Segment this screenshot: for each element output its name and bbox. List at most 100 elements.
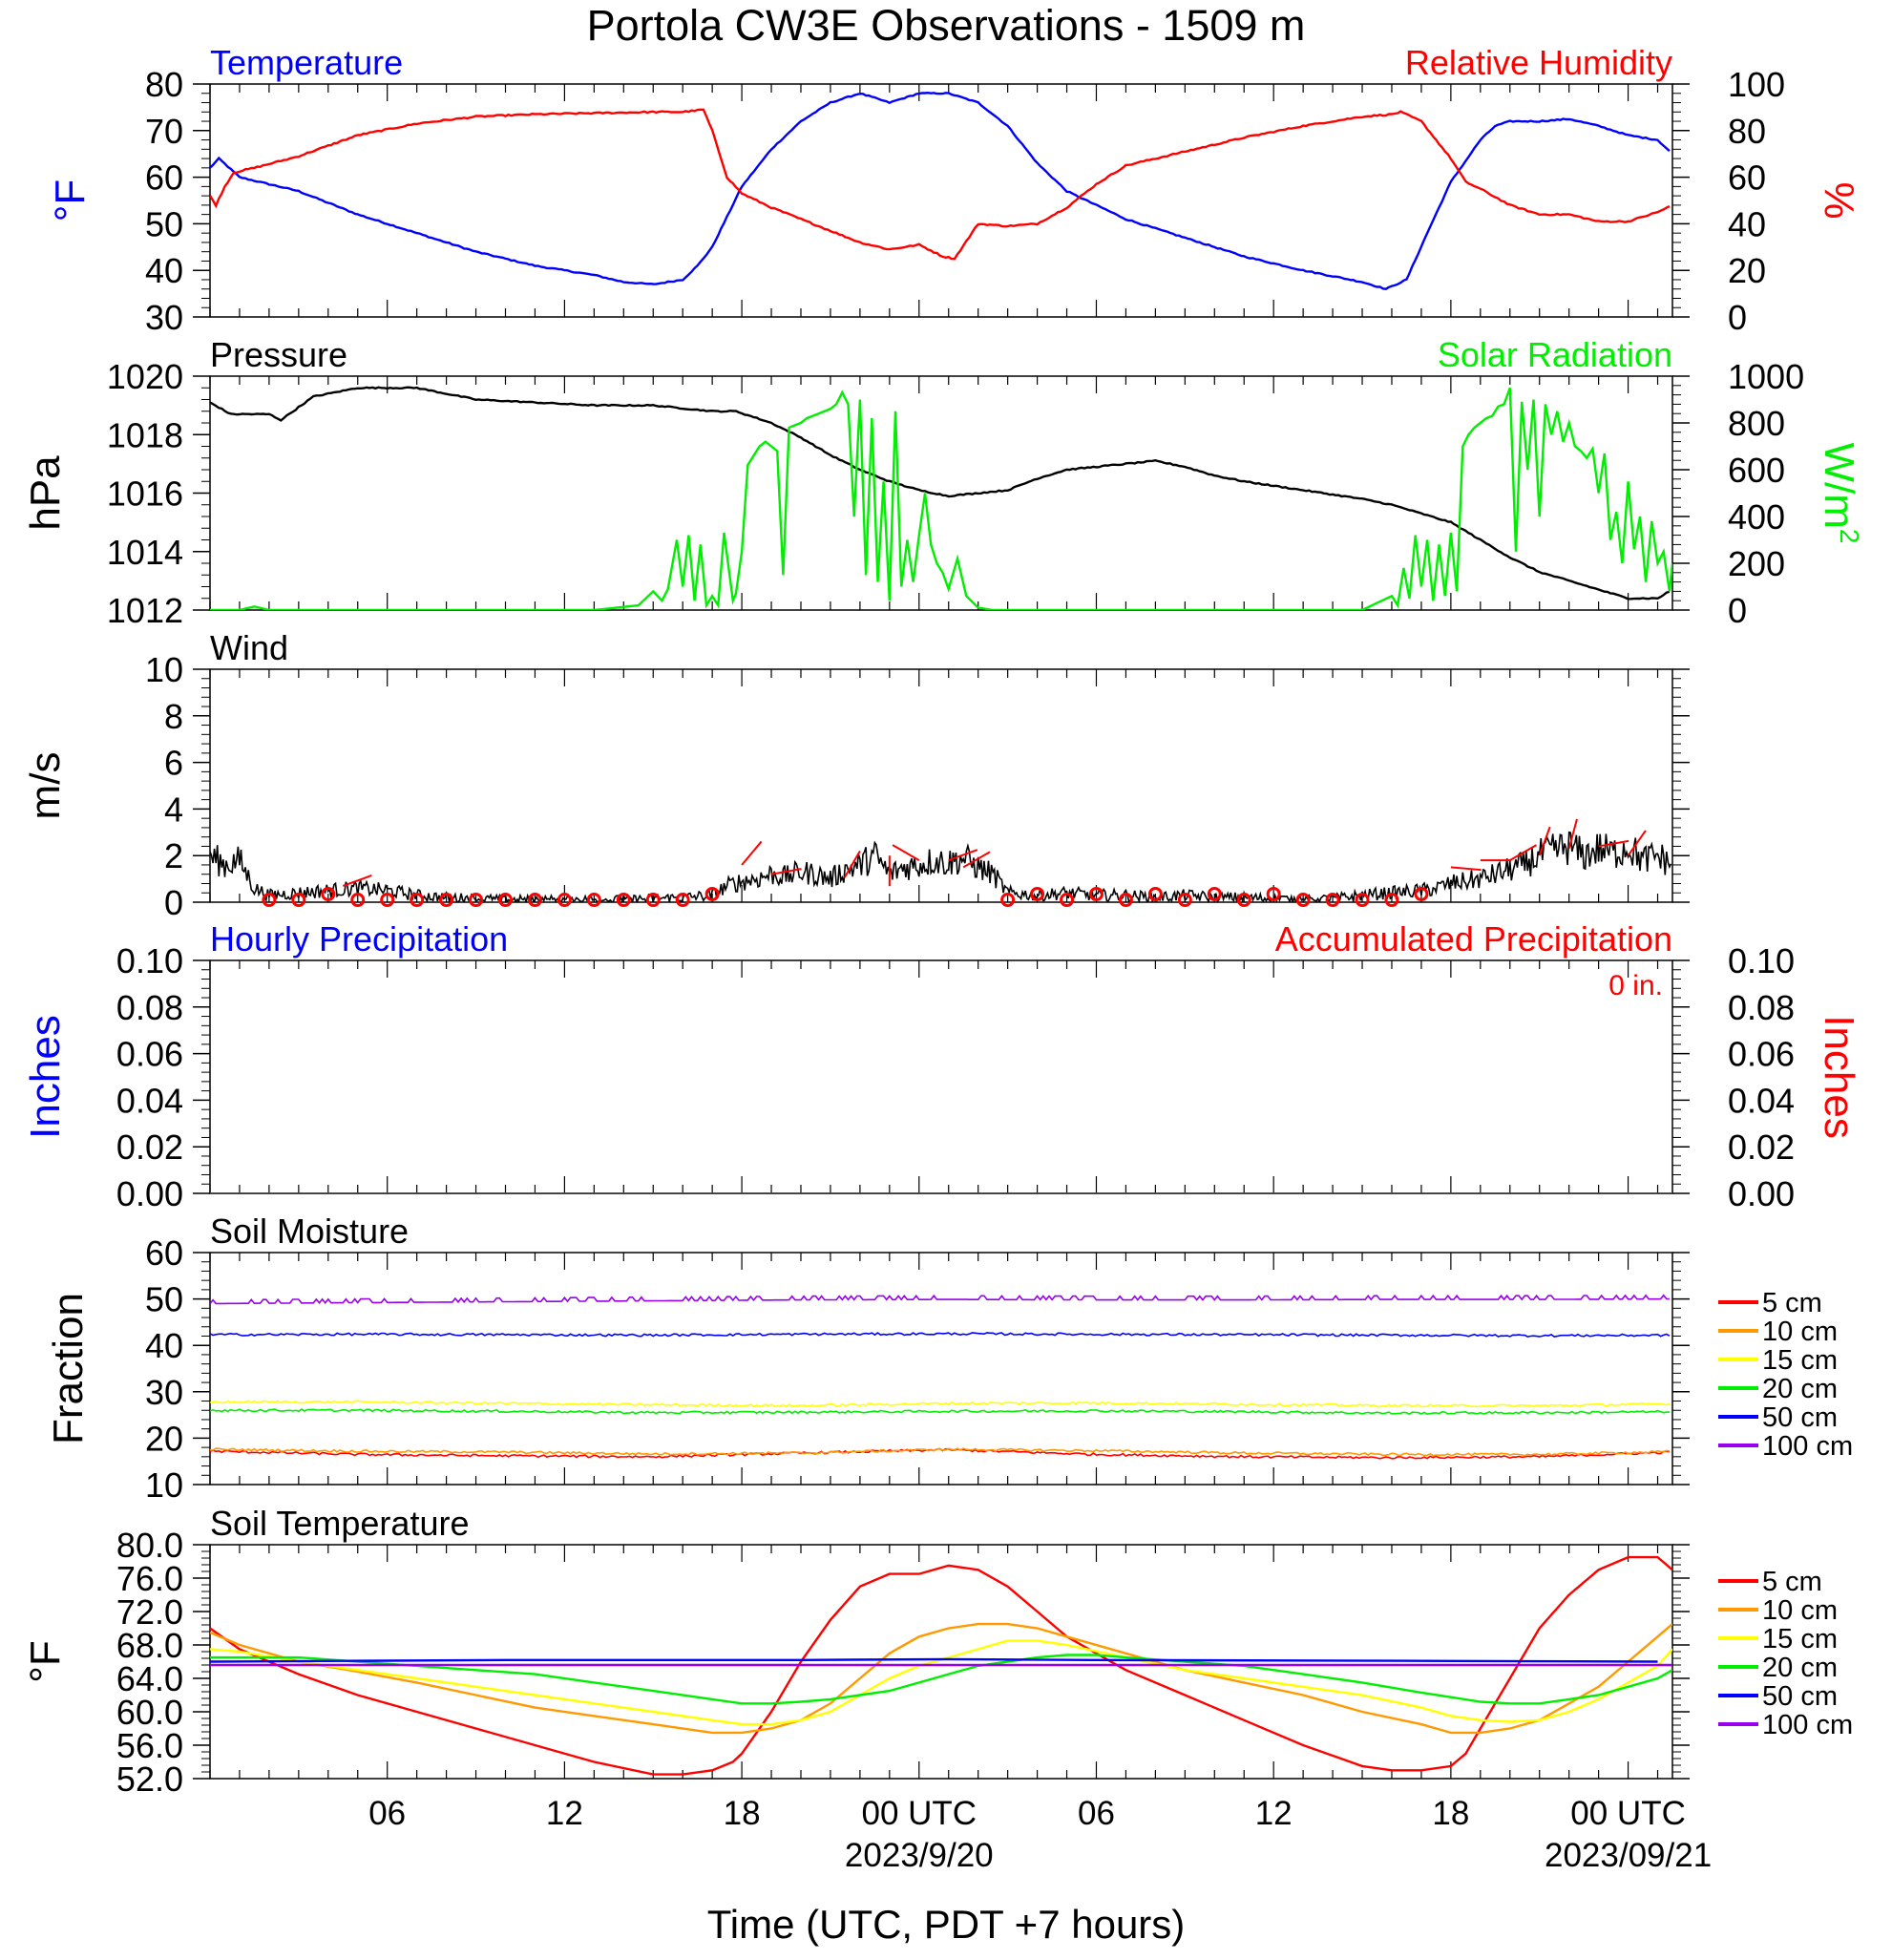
legend-label-10-cm: 10 cm (1762, 1317, 1838, 1347)
y-left-tick-label: 0.08 (116, 988, 183, 1027)
x-date-label: 2023/09/21 (1545, 1837, 1712, 1874)
wind-calm-circle (1060, 893, 1075, 908)
y-left-tick-label: 52.0 (116, 1760, 183, 1799)
y-left-tick-label: 4 (164, 790, 183, 829)
y-left-tick-label: 40 (145, 251, 183, 290)
legend-label-50-cm: 50 cm (1762, 1681, 1838, 1712)
y-right-tick-label: 0.02 (1728, 1128, 1795, 1167)
wind-calm-circle (1236, 893, 1251, 908)
series-line-temperature (210, 91, 1671, 290)
y-left-tick-label: 72.0 (116, 1592, 183, 1632)
series-line-pressure (210, 386, 1671, 601)
y-right-tick-label: 600 (1728, 451, 1785, 490)
wind-barb (892, 844, 920, 861)
y-left-tick-label: 40 (145, 1326, 183, 1365)
y-left-tick-label: 0 (164, 883, 183, 922)
y-right-tick-label: 0.10 (1728, 941, 1795, 980)
y-left-tick-label: 60 (145, 158, 183, 198)
y-right-tick-label: 100 (1728, 65, 1785, 104)
y-left-axis-label: °F (47, 179, 94, 221)
legend-label-15-cm: 15 cm (1762, 1345, 1838, 1376)
y-left-tick-label: 64.0 (116, 1659, 183, 1698)
y-left-tick-label: 70 (145, 112, 183, 151)
y-left-tick-label: 50 (145, 204, 183, 243)
x-tick-label: 18 (1432, 1795, 1469, 1832)
y-right-tick-label: 0.00 (1728, 1174, 1795, 1213)
y-left-tick-label: 60.0 (116, 1693, 183, 1732)
wind-barb (1598, 839, 1629, 848)
wind-barb-circle (1147, 886, 1163, 901)
panel-6-soil-temperature: 52.056.060.064.068.072.076.080.0 Soil Tem… (22, 1504, 1853, 1799)
y-left-tick-label: 56.0 (116, 1726, 183, 1765)
y-left-axis-label: Fraction (45, 1293, 92, 1444)
wind-calm-circle (469, 893, 484, 908)
wind-calm-circle (497, 893, 513, 908)
y-right-tick-label: 400 (1728, 497, 1785, 537)
x-tick-label: 12 (546, 1795, 583, 1832)
series-line-wind (210, 831, 1672, 902)
y-left-tick-label: 0.06 (116, 1035, 183, 1074)
wind-barb-circle (1414, 886, 1429, 901)
y-right-tick-label: 200 (1728, 544, 1785, 583)
y-left-axis-label: hPa (22, 455, 69, 531)
y-left-tick-label: 80 (145, 65, 183, 104)
series-line-100-cm (210, 1294, 1670, 1305)
y-right-tick-label: 40 (1728, 204, 1766, 243)
panel-annotation: 0 in. (1608, 970, 1663, 1001)
x-tick-label: 00 UTC (861, 1795, 977, 1832)
wind-calm-circle (439, 893, 454, 908)
wind-barb-circle (321, 886, 336, 901)
panel-title-left: Soil Moisture (210, 1212, 409, 1251)
series-line-15-cm (210, 1639, 1672, 1726)
series-line-5-cm (210, 1555, 1672, 1776)
wind-calm-circle (291, 893, 306, 908)
y-right-tick-label: 0.04 (1728, 1081, 1795, 1120)
series-line-10-cm (210, 1447, 1670, 1457)
y-left-tick-label: 1018 (107, 415, 183, 454)
panel-1-temperature: 30 40 50 60 70 80 0 20 40 60 80 100 Temperature Relat… (47, 43, 1862, 337)
y-right-axis-label-superscript: 2 (1835, 529, 1864, 544)
y-left-tick-label: 0.02 (116, 1128, 183, 1167)
wind-calm-circle (586, 893, 601, 908)
legend-label-5-cm: 5 cm (1762, 1567, 1822, 1597)
x-tick-label: 18 (724, 1795, 761, 1832)
wind-calm-circle (1000, 893, 1016, 908)
y-left-tick-label: 30 (145, 298, 183, 337)
panel-3-wind: 0 2 4 6 8 10 Wind m/s (22, 628, 1690, 922)
wind-barb (1627, 830, 1647, 856)
y-right-tick-label: 20 (1728, 251, 1766, 290)
series-line-relative-humidity (210, 108, 1671, 261)
legend-label-100-cm: 100 cm (1762, 1710, 1853, 1740)
y-left-tick-label: 68.0 (116, 1626, 183, 1665)
wind-barb (342, 875, 372, 887)
x-date-label: 2023/9/20 (845, 1837, 994, 1874)
y-left-axis-label: m/s (22, 752, 69, 820)
wind-barb-circle (1030, 886, 1045, 901)
y-left-tick-label: 1012 (107, 591, 183, 630)
panel-4-hourly-precipitation: 0.00 0.02 0.04 0.06 0.08 0.10 0.00 0.02 0.04 0.06… (22, 919, 1862, 1213)
wind-barb (1538, 826, 1551, 856)
wind-calm-circle (645, 893, 661, 908)
y-left-tick-label: 6 (164, 744, 183, 783)
series-line-50-cm (210, 1657, 1658, 1663)
x-tick-label: 06 (368, 1795, 406, 1832)
legend-label-5-cm: 5 cm (1762, 1288, 1822, 1318)
figure-title: Portola CW3E Observations - 1509 m (587, 1, 1306, 50)
y-left-tick-label: 30 (145, 1373, 183, 1412)
panel-title-left: Pressure (210, 335, 347, 374)
y-right-tick-label: 80 (1728, 112, 1766, 151)
wind-calm-circle (380, 893, 395, 908)
wind-calm-circle (1118, 893, 1133, 908)
y-left-tick-label: 1014 (107, 533, 183, 572)
y-right-axis-label-base: W/m (1816, 443, 1862, 529)
wind-calm-circle (262, 893, 277, 908)
legend-label-20-cm: 20 cm (1762, 1653, 1838, 1683)
wind-calm-circle (1355, 893, 1370, 908)
wind-barb (1509, 844, 1537, 861)
series-line-10-cm (210, 1622, 1672, 1735)
y-right-tick-label: 800 (1728, 404, 1785, 443)
series-line-20-cm (210, 1408, 1670, 1416)
